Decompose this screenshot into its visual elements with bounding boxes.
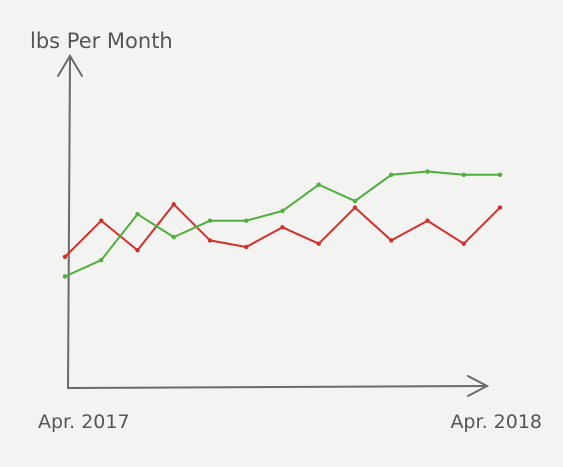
point: [99, 257, 104, 263]
point: [244, 218, 249, 223]
point: [497, 172, 503, 177]
x-axis-arrow: [467, 375, 490, 397]
x-tick-label: Apr. 2017: [38, 411, 130, 433]
point: [171, 234, 176, 240]
point: [389, 238, 394, 243]
point: [352, 205, 358, 210]
point: [99, 218, 104, 223]
point: [244, 244, 249, 250]
point: [207, 218, 213, 223]
point: [316, 182, 321, 187]
point: [62, 254, 68, 259]
point: [425, 169, 430, 174]
point: [280, 208, 285, 214]
point: [425, 218, 430, 223]
point: [280, 225, 285, 230]
y-axis-arrow: [57, 54, 83, 77]
point: [461, 172, 466, 177]
point: [171, 202, 176, 207]
x-tick-label: Apr. 2018: [450, 411, 542, 433]
point: [316, 241, 321, 246]
point: [389, 172, 394, 177]
point: [461, 241, 466, 246]
point: [352, 198, 358, 204]
point: [207, 238, 213, 243]
point: [497, 205, 503, 210]
point: [135, 211, 140, 217]
point: [62, 274, 68, 279]
y-axis: [67, 57, 71, 389]
point: [135, 248, 140, 253]
chart-title: lbs Per Month: [30, 29, 173, 53]
x-axis: [67, 385, 486, 389]
